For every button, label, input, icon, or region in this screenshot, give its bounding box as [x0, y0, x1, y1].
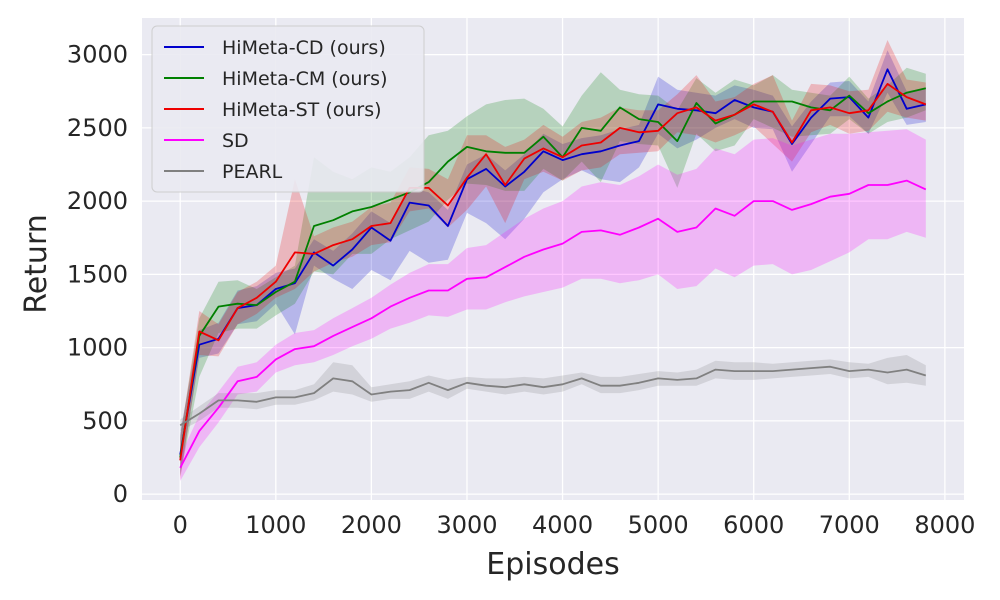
y-tick-label: 1000 — [67, 334, 128, 362]
y-tick-label: 500 — [82, 407, 128, 435]
himeta-st-ours-legend-label: HiMeta-ST (ours) — [222, 99, 382, 121]
x-tick-label: 4000 — [532, 511, 593, 539]
x-tick-labels: 0 1000 2000 3000 4000 5000 6000 7000 8000 — [173, 511, 976, 539]
y-tick-label: 2000 — [67, 187, 128, 215]
y-tick-label: 0 — [113, 480, 128, 508]
y-tick-label: 3000 — [67, 41, 128, 69]
himeta-st-ours-line — [179, 83, 927, 461]
x-tick-label: 7000 — [819, 511, 880, 539]
x-tick-label: 8000 — [914, 511, 975, 539]
himeta-st-ours-band — [180, 40, 926, 480]
himeta-cd-ours-line — [179, 68, 927, 455]
series-lines — [179, 68, 927, 469]
sd-band — [180, 129, 926, 482]
pearl-band — [180, 355, 926, 432]
sd-line — [179, 179, 927, 469]
pearl-line — [179, 365, 927, 427]
x-tick-label: 1000 — [245, 511, 306, 539]
pearl-legend-label: PEARL — [222, 161, 283, 183]
himeta-cd-ours-legend-label: HiMeta-CD (ours) — [222, 37, 386, 59]
y-tick-label: 2500 — [67, 114, 128, 142]
himeta-cm-ours-band — [180, 67, 926, 477]
x-tick-label: 5000 — [628, 511, 689, 539]
x-tick-label: 2000 — [341, 511, 402, 539]
y-tick-label: 1500 — [67, 260, 128, 288]
x-tick-label: 3000 — [436, 511, 497, 539]
x-tick-label: 6000 — [723, 511, 784, 539]
himeta-cm-ours-legend-label: HiMeta-CM (ours) — [222, 68, 388, 90]
y-tick-labels: 0 500 1000 1500 2000 2500 3000 — [67, 41, 128, 509]
legend-box — [151, 25, 425, 193]
legend: HiMeta-CD (ours) HiMeta-CM (ours) HiMeta-S… — [151, 25, 425, 193]
x-axis-label: Episodes — [486, 547, 619, 582]
y-axis-label: Return — [19, 214, 54, 314]
x-tick-label: 0 — [173, 511, 188, 539]
sd-legend-label: SD — [222, 130, 249, 152]
